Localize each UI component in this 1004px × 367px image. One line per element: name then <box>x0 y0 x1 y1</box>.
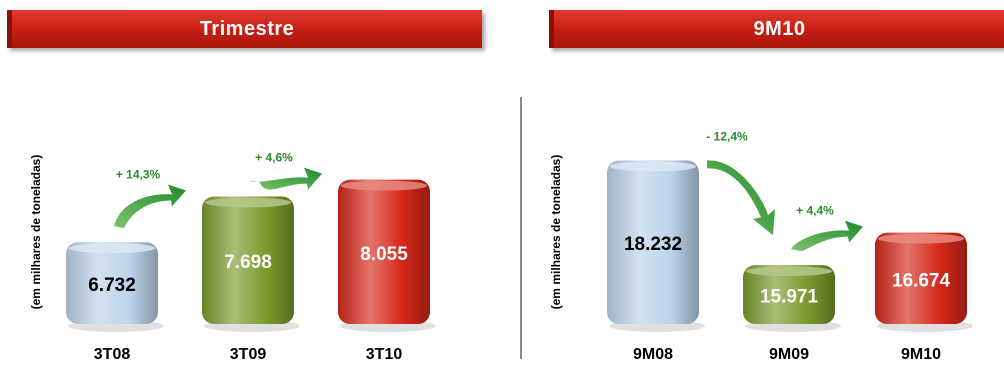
value-label-3T08: 6.732 <box>88 275 136 296</box>
header-trimestre: Trimestre <box>7 10 482 48</box>
change-label-2: + 4,4% <box>796 204 834 218</box>
bar-9M10 <box>875 232 967 324</box>
bar-3T10 <box>338 179 430 324</box>
y-axis-label: (em milhares de toneladas) <box>549 155 563 310</box>
category-label-9M10: 9M10 <box>901 346 941 363</box>
bar-9M09 <box>743 265 835 324</box>
bar-top-3T09 <box>205 197 291 208</box>
value-label-9M10: 16.674 <box>892 270 951 291</box>
y-axis-label: (em milhares de toneladas) <box>29 155 43 310</box>
change-arrow-2 <box>250 167 322 190</box>
category-label-9M09: 9M09 <box>769 346 809 363</box>
change-arrow-1 <box>114 184 186 229</box>
change-arrow-1 <box>707 160 775 236</box>
value-label-9M09: 15.971 <box>760 287 819 308</box>
category-label-9M08: 9M08 <box>633 346 673 363</box>
value-label-9M08: 18.232 <box>624 234 682 255</box>
bar-9M08 <box>607 160 699 324</box>
value-label-3T10: 8.055 <box>360 244 408 265</box>
change-arrow-2 <box>791 220 863 252</box>
change-label-2: + 4,6% <box>255 151 293 165</box>
bar-top-9M09 <box>746 266 832 277</box>
panel-divider <box>520 97 522 359</box>
category-label-3T10: 3T10 <box>366 346 403 363</box>
chart-9m: (em milhares de toneladas) 18.232 9M08 15.9… <box>549 129 973 363</box>
bar-top-3T08 <box>69 243 155 254</box>
bar-top-9M10 <box>878 233 964 244</box>
bar-3T08 <box>66 242 158 324</box>
chart-trimestre: (em milhares de toneladas) 6.732 3T08 7.698… <box>29 151 436 363</box>
bar-top-9M08 <box>610 161 696 172</box>
bar-3T09 <box>202 196 294 324</box>
bar-top-3T10 <box>341 180 427 191</box>
change-label-1: - 12,4% <box>706 129 748 143</box>
value-label-3T09: 7.698 <box>224 252 272 273</box>
change-label-1: + 14,3% <box>116 167 161 181</box>
category-label-3T09: 3T09 <box>230 346 267 363</box>
category-label-3T08: 3T08 <box>94 346 131 363</box>
header-9m10: 9M10 <box>549 10 1004 48</box>
